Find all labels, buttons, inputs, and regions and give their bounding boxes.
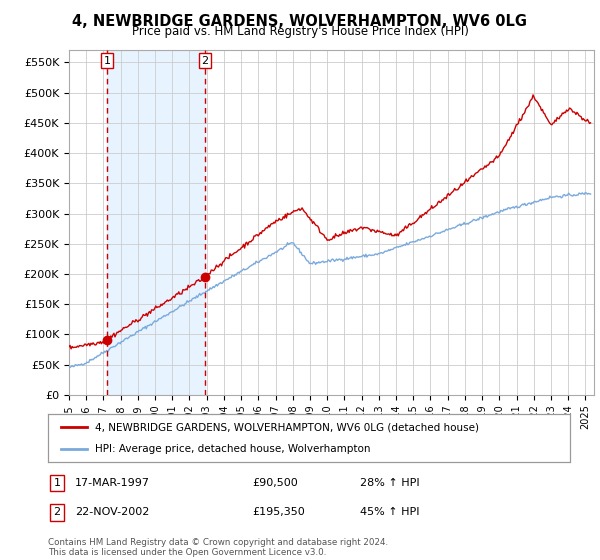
Text: £195,350: £195,350 [252, 507, 305, 517]
Bar [107, 50, 205, 395]
Text: HPI: Average price, detached house, Wolverhampton: HPI: Average price, detached house, Wolv… [95, 444, 370, 454]
Text: 4, NEWBRIDGE GARDENS, WOLVERHAMPTON, WV6 0LG: 4, NEWBRIDGE GARDENS, WOLVERHAMPTON, WV6… [73, 14, 527, 29]
Text: Price paid vs. HM Land Registry's House Price Index (HPI): Price paid vs. HM Land Registry's House … [131, 25, 469, 38]
Text: 2: 2 [53, 507, 61, 517]
Text: 1: 1 [104, 55, 110, 66]
Text: 22-NOV-2002: 22-NOV-2002 [75, 507, 149, 517]
Text: 1: 1 [53, 478, 61, 488]
Text: 45% ↑ HPI: 45% ↑ HPI [360, 507, 419, 517]
Text: 2: 2 [202, 55, 209, 66]
Text: 28% ↑ HPI: 28% ↑ HPI [360, 478, 419, 488]
Text: 17-MAR-1997: 17-MAR-1997 [75, 478, 150, 488]
Text: Contains HM Land Registry data © Crown copyright and database right 2024.
This d: Contains HM Land Registry data © Crown c… [48, 538, 388, 557]
Text: 4, NEWBRIDGE GARDENS, WOLVERHAMPTON, WV6 0LG (detached house): 4, NEWBRIDGE GARDENS, WOLVERHAMPTON, WV6… [95, 422, 479, 432]
Text: £90,500: £90,500 [252, 478, 298, 488]
